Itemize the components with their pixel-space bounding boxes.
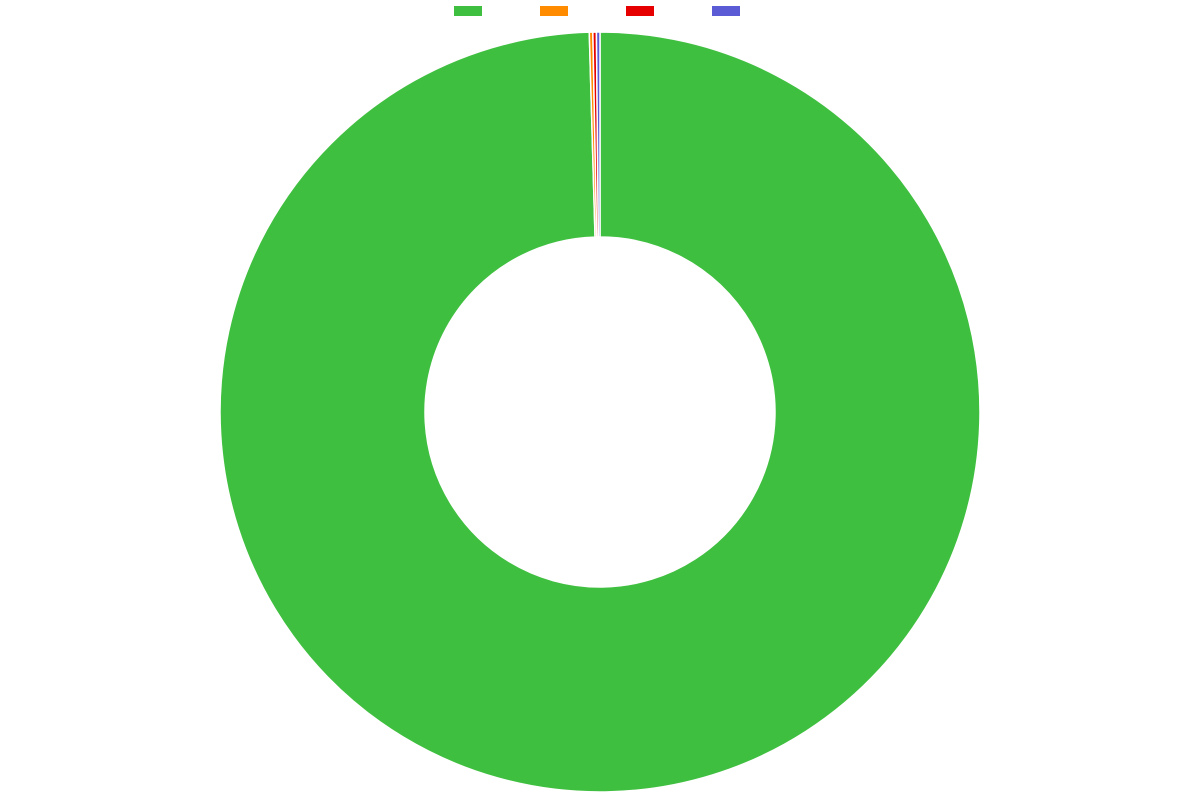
legend-swatch	[540, 6, 568, 16]
donut-svg	[0, 24, 1200, 800]
legend-item	[626, 6, 660, 16]
chart-container	[0, 0, 1200, 800]
legend-swatch	[712, 6, 740, 16]
legend-item	[454, 6, 488, 16]
donut-chart	[0, 24, 1200, 800]
legend-swatch	[626, 6, 654, 16]
legend-item	[540, 6, 574, 16]
legend-item	[712, 6, 746, 16]
legend	[0, 6, 1200, 16]
legend-swatch	[454, 6, 482, 16]
